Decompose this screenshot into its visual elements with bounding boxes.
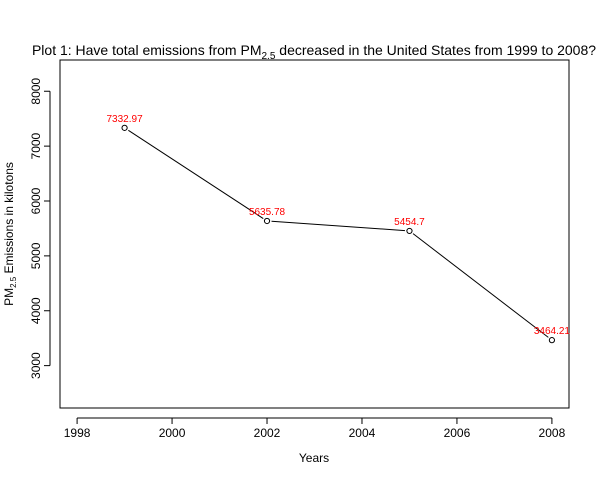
series-emissions: 7332.97 5635.78 5454.7 3464.21 (106, 114, 571, 344)
x-tick-label: 2000 (159, 426, 186, 440)
series-line-segment (128, 129, 264, 219)
data-point (406, 227, 413, 235)
y-axis-label-prefix: PM (2, 288, 16, 306)
y-axis-label-suffix: Emissions in kilotons (2, 162, 16, 277)
y-axis-label-subscript: 2.5 (9, 276, 18, 288)
plot-frame (59, 59, 570, 409)
chart-title-subscript: 2.5 (261, 51, 275, 62)
y-tick-label: 6000 (29, 187, 43, 214)
x-tick-label: 1998 (64, 426, 91, 440)
data-point (548, 337, 556, 344)
series-line-segment (271, 220, 406, 232)
y-tick-label: 4000 (29, 297, 43, 324)
y-tick-label: 8000 (29, 78, 43, 105)
x-tick-label: 2002 (254, 426, 281, 440)
x-axis-label: Years (299, 451, 329, 465)
series-line-segment (412, 233, 549, 338)
y-tick-label: 3000 (29, 352, 43, 379)
x-tick-label: 2004 (349, 426, 376, 440)
y-axis-label: PM2.5 Emissions in kilotons (2, 162, 18, 306)
chart-title: Plot 1: Have total emissions from PM2.5 … (32, 42, 596, 62)
x-tick-label: 2006 (444, 426, 471, 440)
chart-title-suffix: decreased in the United States from 1999… (275, 42, 596, 58)
x-tick-label: 2008 (539, 426, 566, 440)
data-point (121, 124, 128, 131)
data-label: 7332.97 (106, 114, 143, 125)
y-axis: 3000 4000 5000 6000 7000 8000 (29, 78, 51, 379)
data-label: 5635.78 (249, 207, 286, 218)
x-axis: 1998 2000 2002 2004 2006 2008 (64, 417, 566, 440)
y-tick-label: 7000 (29, 132, 43, 159)
y-tick-label: 5000 (29, 242, 43, 269)
data-label: 3464.21 (534, 326, 571, 337)
data-point (263, 217, 271, 225)
chart-title-prefix: Plot 1: Have total emissions from PM (32, 42, 262, 58)
data-label: 5454.7 (394, 217, 425, 228)
